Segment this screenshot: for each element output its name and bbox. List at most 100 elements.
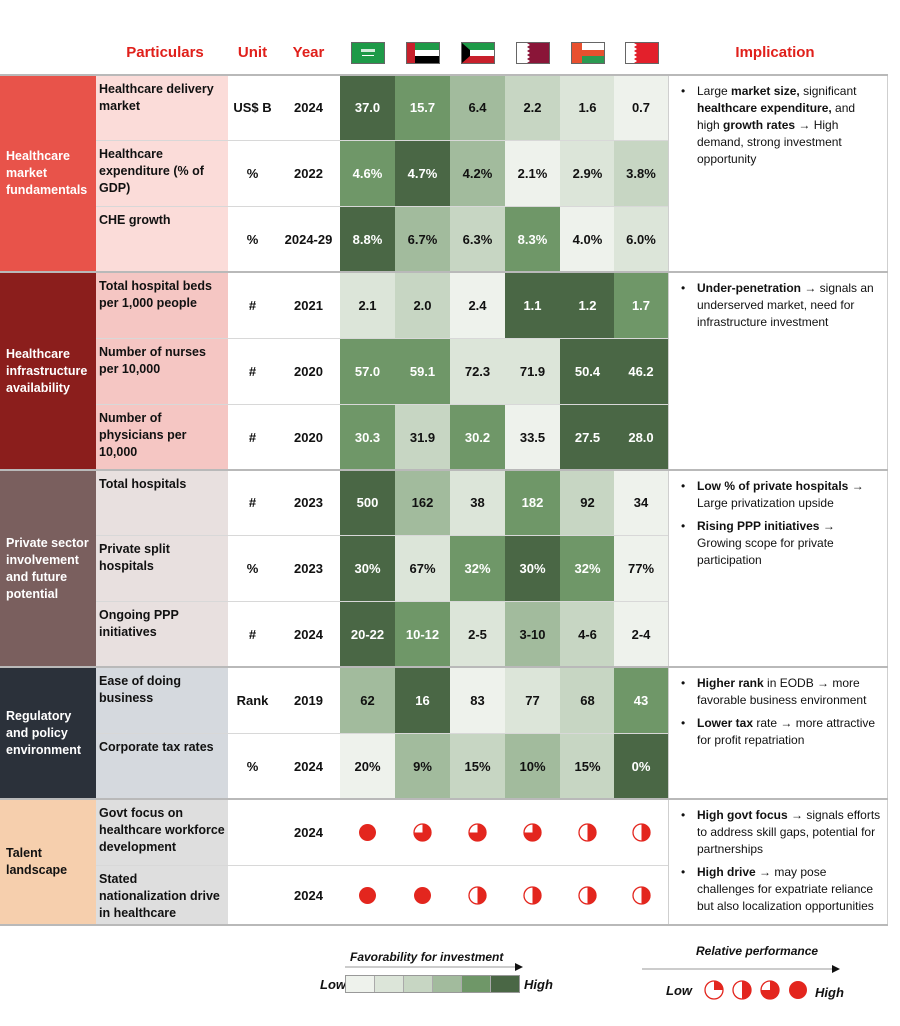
saudi-arabia-flag-icon xyxy=(351,42,385,64)
harvey-ball xyxy=(450,799,505,865)
year-label: 2022 xyxy=(294,165,323,181)
heat-cell: 10-12 xyxy=(395,601,450,667)
heat-cell: 31.9 xyxy=(395,404,450,470)
category-4: Talent landscape xyxy=(0,799,96,925)
table-row: Private split hospitals% 2023 30% 67% 32% 30%… xyxy=(0,535,668,601)
harvey-legend-1 xyxy=(788,980,808,1005)
year-label: 2020 xyxy=(294,429,323,445)
scale-swatch-6 xyxy=(490,976,519,992)
heat-cell: 1.6 xyxy=(560,75,615,140)
heat-cell: 15% xyxy=(450,733,505,799)
unit-label xyxy=(228,865,277,925)
qatar-flag-icon xyxy=(516,42,550,64)
unit-label xyxy=(228,799,277,865)
header-year: Year xyxy=(292,44,325,61)
heat-cell: 30.2 xyxy=(450,404,505,470)
implication-bullet: High drive → may pose challenges for exp… xyxy=(679,864,881,915)
uae-flag-icon xyxy=(406,42,440,64)
year-label: 2020 xyxy=(294,363,323,379)
heat-cell: 4.2% xyxy=(450,140,505,206)
heat-cell: 1.1 xyxy=(505,272,560,338)
heat-cell: 34 xyxy=(614,470,668,535)
unit-label: US$ B xyxy=(233,100,272,115)
table-row: Stated nationalization drive in healthca… xyxy=(0,865,668,925)
implication-box: Higher rank in EODB → more favorable bus… xyxy=(668,667,888,799)
particular-label: CHE growth xyxy=(96,206,228,272)
heat-cell: 92 xyxy=(560,470,615,535)
heat-cell: 77 xyxy=(505,667,560,733)
particular-label: Healthcare delivery market xyxy=(96,75,228,140)
heat-cell: 2.1% xyxy=(505,140,560,206)
row-divider xyxy=(96,338,668,339)
group-divider xyxy=(0,798,888,800)
row-divider xyxy=(96,404,668,405)
harvey-ball xyxy=(395,799,450,865)
heat-cell: 20% xyxy=(340,733,395,799)
harvey-ball xyxy=(505,865,560,925)
year-label: 2024-29 xyxy=(284,231,333,247)
heat-cell: 27.5 xyxy=(560,404,615,470)
performance-high-label: High xyxy=(815,985,844,1000)
category-1: Healthcare infrastructure availability xyxy=(0,272,96,470)
year-label: 2023 xyxy=(294,495,323,510)
category-2: Private sector involvement and future po… xyxy=(0,470,96,667)
heat-cell: 162 xyxy=(395,470,450,535)
oman-flag-icon xyxy=(571,42,605,64)
year-label: 2024 xyxy=(294,100,323,115)
row-divider xyxy=(96,140,668,141)
implication-bullet: Large market size, significant healthcar… xyxy=(679,83,881,168)
heat-cell: 1.2 xyxy=(560,272,615,338)
category-0: Healthcare market fundamentals xyxy=(0,75,96,272)
year-label: 2023 xyxy=(294,560,323,576)
heat-cell: 57.0 xyxy=(340,338,395,404)
table-row: Total hospitals #2023 500 162 38 182 92 34 xyxy=(0,470,668,535)
favorability-high-label: High xyxy=(524,977,553,992)
unit-label: % xyxy=(246,231,259,247)
heat-cell: 68 xyxy=(560,667,615,733)
heat-cell: 500 xyxy=(340,470,395,535)
heat-cell: 2.2 xyxy=(505,75,560,140)
heat-cell: 83 xyxy=(450,667,505,733)
heat-cell: 2.1 xyxy=(340,272,395,338)
unit-label: % xyxy=(246,758,259,774)
heat-cell: 2-5 xyxy=(450,601,505,667)
year-label: 2024 xyxy=(294,824,323,840)
implication-bullet: Lower tax rate → more attractive for pro… xyxy=(679,715,881,749)
row-divider xyxy=(96,535,668,536)
harvey-ball xyxy=(340,865,395,925)
unit-label: # xyxy=(248,495,257,510)
heat-cell: 32% xyxy=(560,535,615,601)
group-divider xyxy=(0,271,888,273)
favorability-arrow xyxy=(345,963,523,971)
performance-low-label: Low xyxy=(666,983,692,998)
heat-cell: 67% xyxy=(395,535,450,601)
group-divider xyxy=(0,74,888,76)
particular-label: Stated nationalization drive in healthca… xyxy=(96,865,228,925)
heat-cell: 2.0 xyxy=(395,272,450,338)
heat-cell: 15.7 xyxy=(395,75,450,140)
implication-bullet: High govt focus → signals efforts to add… xyxy=(679,807,881,858)
heat-cell: 6.3% xyxy=(450,206,505,272)
implication-box: High govt focus → signals efforts to add… xyxy=(668,799,888,925)
year-label: 2024 xyxy=(294,758,323,774)
heat-cell: 0% xyxy=(614,733,668,799)
particular-label: Ongoing PPP initiatives xyxy=(96,601,228,667)
table-row: Corporate tax rates% 2024 20% 9% 15% 10% 15% 0% xyxy=(0,733,668,799)
heat-cell: 46.2 xyxy=(614,338,668,404)
heat-cell: 62 xyxy=(340,667,395,733)
heat-cell: 9% xyxy=(395,733,450,799)
scale-swatch-2 xyxy=(374,976,403,992)
unit-label: % xyxy=(246,560,259,576)
heat-cell: 3-10 xyxy=(505,601,560,667)
harvey-ball xyxy=(614,799,668,865)
favorability-low-label: Low xyxy=(320,977,346,992)
performance-legend-title: Relative performance xyxy=(696,944,819,958)
particular-label: Corporate tax rates xyxy=(96,733,228,799)
heat-cell: 30.3 xyxy=(340,404,395,470)
scale-swatch-4 xyxy=(432,976,461,992)
harvey-legend-0.25 xyxy=(704,980,724,1005)
heat-cell: 15% xyxy=(560,733,615,799)
heat-cell: 37.0 xyxy=(340,75,395,140)
heat-cell: 28.0 xyxy=(614,404,668,470)
